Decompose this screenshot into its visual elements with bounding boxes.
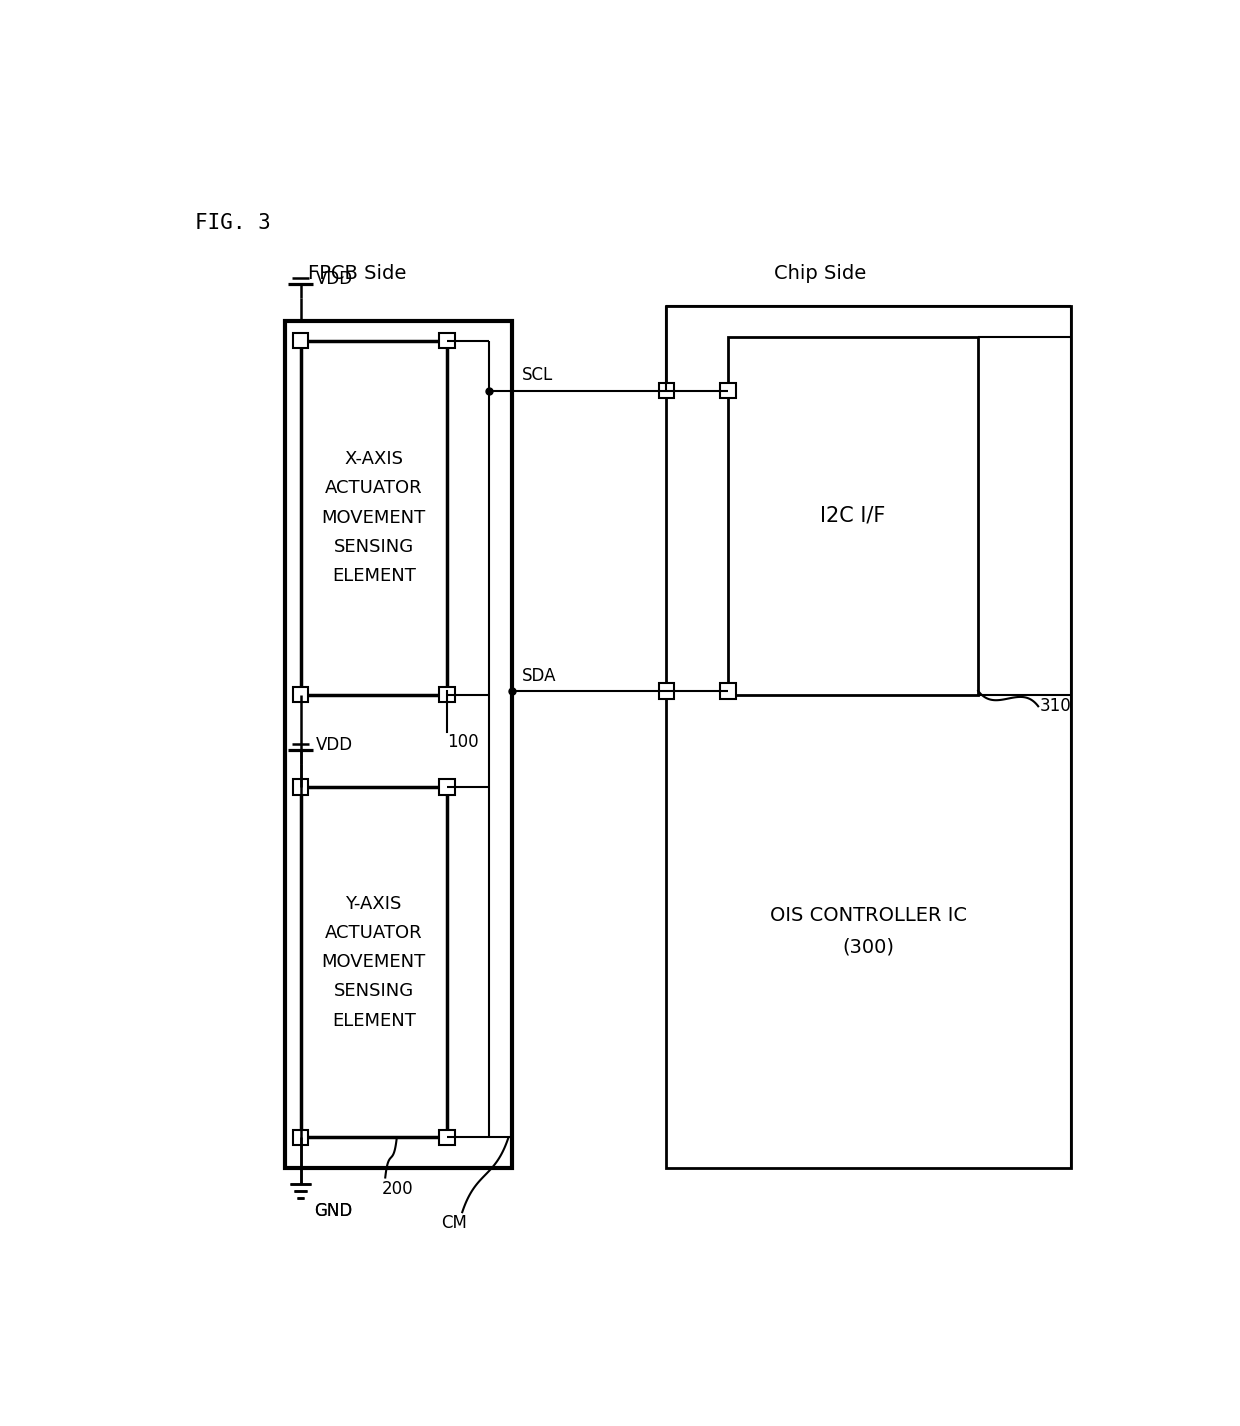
Text: I2C I/F: I2C I/F [821,506,885,526]
Bar [439,1129,455,1145]
Bar [293,780,309,794]
Bar [439,780,455,794]
Bar [300,341,446,694]
Bar [293,687,309,703]
Bar [300,787,446,1138]
Text: VDD: VDD [316,736,353,754]
Text: 200: 200 [382,1179,413,1198]
Text: 100: 100 [446,733,479,752]
Bar [720,382,735,398]
Bar [285,321,512,1168]
Bar [658,382,675,398]
Bar [720,683,735,699]
Text: VDD: VDD [316,270,353,288]
Bar [293,332,309,348]
Text: SDA: SDA [522,667,556,684]
Text: GND: GND [315,1202,352,1219]
Bar [439,687,455,703]
Text: OIS CONTROLLER IC
(300): OIS CONTROLLER IC (300) [770,907,967,957]
Text: Y-AXIS
ACTUATOR
MOVEMENT
SENSING
ELEMENT: Y-AXIS ACTUATOR MOVEMENT SENSING ELEMENT [321,896,425,1030]
Bar [658,683,675,699]
Text: SCL: SCL [522,366,553,385]
Bar [439,332,455,348]
Bar [728,337,978,694]
Text: CM: CM [441,1215,467,1232]
Text: Chip Side: Chip Side [774,264,867,282]
Text: FPCB Side: FPCB Side [309,264,407,282]
Bar [666,305,1070,1168]
Text: GND: GND [315,1202,352,1219]
Text: 310: 310 [1040,697,1071,716]
Text: FIG. 3: FIG. 3 [195,214,270,234]
Bar [293,1129,309,1145]
Text: X-AXIS
ACTUATOR
MOVEMENT
SENSING
ELEMENT: X-AXIS ACTUATOR MOVEMENT SENSING ELEMENT [321,451,425,585]
